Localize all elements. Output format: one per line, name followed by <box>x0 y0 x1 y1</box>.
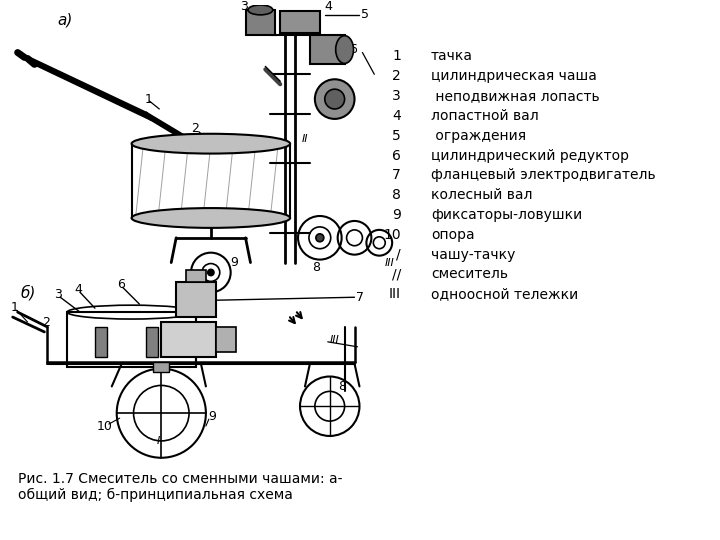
Text: 10: 10 <box>384 228 401 242</box>
Text: чашу-тачку: чашу-тачку <box>431 248 516 262</box>
Text: 6: 6 <box>117 278 125 291</box>
Ellipse shape <box>132 134 290 153</box>
Text: 3: 3 <box>392 89 401 103</box>
Bar <box>280 11 320 33</box>
Text: б): б) <box>21 285 36 300</box>
Text: общий вид; б-принципиальная схема: общий вид; б-принципиальная схема <box>17 488 292 502</box>
Text: 4: 4 <box>74 283 82 296</box>
Text: 1: 1 <box>145 92 153 106</box>
Text: 7: 7 <box>392 168 401 183</box>
Text: III: III <box>389 287 401 301</box>
Text: 4: 4 <box>392 109 401 123</box>
Bar <box>246 10 275 35</box>
Text: 1: 1 <box>392 50 401 64</box>
Text: 1: 1 <box>11 301 19 314</box>
Bar <box>186 271 206 282</box>
Bar <box>67 312 196 367</box>
Text: колесный вал: колесный вал <box>431 188 532 202</box>
Text: 2: 2 <box>191 123 199 136</box>
Bar <box>146 327 158 357</box>
Text: 4: 4 <box>325 1 333 14</box>
Text: неподвижная лопасть: неподвижная лопасть <box>431 89 600 103</box>
Text: ограждения: ограждения <box>431 129 526 143</box>
Text: /: / <box>397 248 401 262</box>
Circle shape <box>315 79 354 119</box>
Text: I: I <box>156 436 160 446</box>
Text: 9: 9 <box>208 410 216 423</box>
Text: 3: 3 <box>240 1 248 14</box>
Bar <box>176 282 216 317</box>
Text: цилиндрическая чаша: цилиндрическая чаша <box>431 69 597 83</box>
Text: тачка: тачка <box>431 50 473 64</box>
Text: 5: 5 <box>392 129 401 143</box>
Text: 2: 2 <box>42 315 50 328</box>
Text: опора: опора <box>431 228 474 242</box>
Text: а): а) <box>58 12 73 28</box>
Text: I: I <box>206 285 209 295</box>
Text: 8: 8 <box>338 380 346 393</box>
Text: фланцевый электродвигатель: фланцевый электродвигатель <box>431 168 655 183</box>
Text: Рис. 1.7 Смеситель со сменными чашами: а-: Рис. 1.7 Смеситель со сменными чашами: а… <box>17 471 342 485</box>
Bar <box>153 362 169 372</box>
Text: смеситель: смеситель <box>431 267 508 281</box>
Text: III: III <box>330 335 340 345</box>
Text: лопастной вал: лопастной вал <box>431 109 539 123</box>
Ellipse shape <box>132 208 290 228</box>
Text: цилиндрический редуктор: цилиндрический редуктор <box>431 148 629 163</box>
Text: 6: 6 <box>349 43 357 56</box>
Text: 6: 6 <box>392 148 401 163</box>
Text: 3: 3 <box>54 288 62 301</box>
Text: 2: 2 <box>392 69 401 83</box>
Text: одноосной тележки: одноосной тележки <box>431 287 578 301</box>
Circle shape <box>325 89 345 109</box>
Text: 7: 7 <box>356 291 364 304</box>
Bar <box>310 35 345 64</box>
Text: III: III <box>384 258 394 268</box>
Circle shape <box>207 268 215 276</box>
Text: //: // <box>392 267 401 281</box>
Bar <box>161 322 216 357</box>
Text: 8: 8 <box>312 261 320 274</box>
Text: II: II <box>302 134 308 144</box>
Text: 9: 9 <box>230 256 238 269</box>
Text: 8: 8 <box>392 188 401 202</box>
Bar <box>216 327 235 352</box>
Ellipse shape <box>336 36 354 63</box>
Text: 10: 10 <box>97 420 113 433</box>
Text: фиксаторы-ловушки: фиксаторы-ловушки <box>431 208 582 222</box>
Ellipse shape <box>248 5 273 15</box>
Text: II: II <box>202 289 208 299</box>
Text: I: I <box>207 282 210 292</box>
Text: 9: 9 <box>392 208 401 222</box>
Text: 5: 5 <box>361 8 369 22</box>
Circle shape <box>316 234 324 242</box>
Bar <box>95 327 107 357</box>
